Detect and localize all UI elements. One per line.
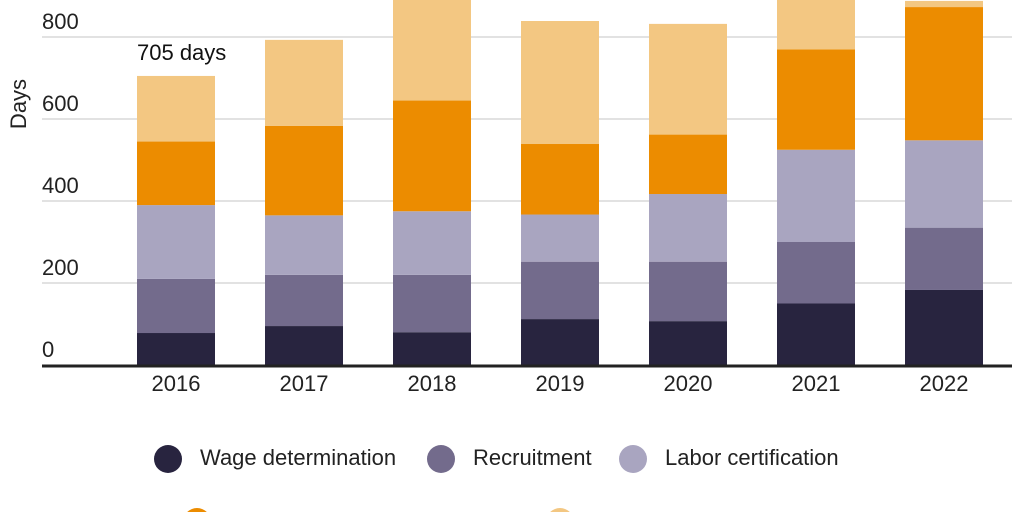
legend: Wage determination Recruitment Labor certi…	[154, 445, 839, 512]
y-tick-label-400: 400	[42, 173, 79, 198]
x-tick-label-2020: 2020	[664, 371, 713, 396]
legend-label-0: Wage determination	[200, 445, 396, 470]
bar-2018-series-1	[393, 274, 471, 333]
bar-2021-series-2	[777, 149, 855, 242]
legend-swatch-2	[619, 445, 647, 473]
bar-2016-series-2	[137, 205, 215, 279]
bar-2017-series-3	[265, 125, 343, 216]
bar-2019-series-3	[521, 144, 599, 215]
bar-2017-series-1	[265, 274, 343, 327]
x-tick-label-2021: 2021	[792, 371, 841, 396]
bar-2016-series-3	[137, 141, 215, 206]
bar-2020-series-3	[649, 134, 727, 195]
bar-2018-series-0	[393, 332, 471, 365]
bar-2022-series-1	[905, 227, 983, 290]
bar-2022-series-4	[905, 0, 983, 8]
y-tick-label-200: 200	[42, 255, 79, 280]
legend-swatch-4	[550, 508, 570, 512]
y-tick-label-800: 800	[42, 9, 79, 34]
bar-2021-series-4	[777, 0, 855, 50]
bar-2019-series-4	[521, 21, 599, 145]
bar-2018-series-2	[393, 211, 471, 275]
x-tick-label-2022: 2022	[920, 371, 969, 396]
bar-2017-series-2	[265, 215, 343, 275]
y-axis-title: Days	[6, 79, 31, 129]
bar-2021-series-3	[777, 49, 855, 150]
bar-2020-series-0	[649, 321, 727, 365]
legend-swatch-0	[154, 445, 182, 473]
bar-2019-series-1	[521, 261, 599, 320]
legend-label-3: Petition and green card*	[228, 508, 464, 512]
bars	[137, 0, 983, 365]
bar-2022-series-2	[905, 140, 983, 228]
bar-2019-series-2	[521, 214, 599, 262]
y-tick-label-0: 0	[42, 337, 54, 362]
x-tick-label-2017: 2017	[280, 371, 329, 396]
bar-2020-series-4	[649, 23, 727, 135]
axis: 0 200 400 600 800 Days 2016 2017 2018 2019 2020 202…	[6, 9, 1012, 396]
bar-2017-series-0	[265, 326, 343, 365]
legend-swatch-1	[427, 445, 455, 473]
annotations: 705 days	[137, 40, 226, 65]
legend-label-2: Labor certification	[665, 445, 839, 470]
bar-2021-series-1	[777, 242, 855, 304]
annotation-0: 705 days	[137, 40, 226, 65]
bar-2018-series-3	[393, 100, 471, 212]
bar-2019-series-0	[521, 319, 599, 365]
legend-swatch-3	[187, 508, 207, 512]
legend-label-4: Consular application	[592, 508, 791, 512]
x-tick-label-2019: 2019	[536, 371, 585, 396]
bar-2022-series-3	[905, 7, 983, 141]
bar-2018-series-4	[393, 0, 471, 101]
bar-2017-series-4	[265, 39, 343, 126]
bar-2016-series-1	[137, 278, 215, 334]
legend-label-1: Recruitment	[473, 445, 592, 470]
bar-2016-series-0	[137, 333, 215, 365]
bar-2020-series-1	[649, 261, 727, 322]
bar-2021-series-0	[777, 303, 855, 365]
x-tick-label-2016: 2016	[152, 371, 201, 396]
bar-2022-series-0	[905, 289, 983, 365]
bar-2020-series-2	[649, 194, 727, 262]
x-tick-label-2018: 2018	[408, 371, 457, 396]
y-tick-label-600: 600	[42, 91, 79, 116]
bar-2016-series-4	[137, 75, 215, 142]
